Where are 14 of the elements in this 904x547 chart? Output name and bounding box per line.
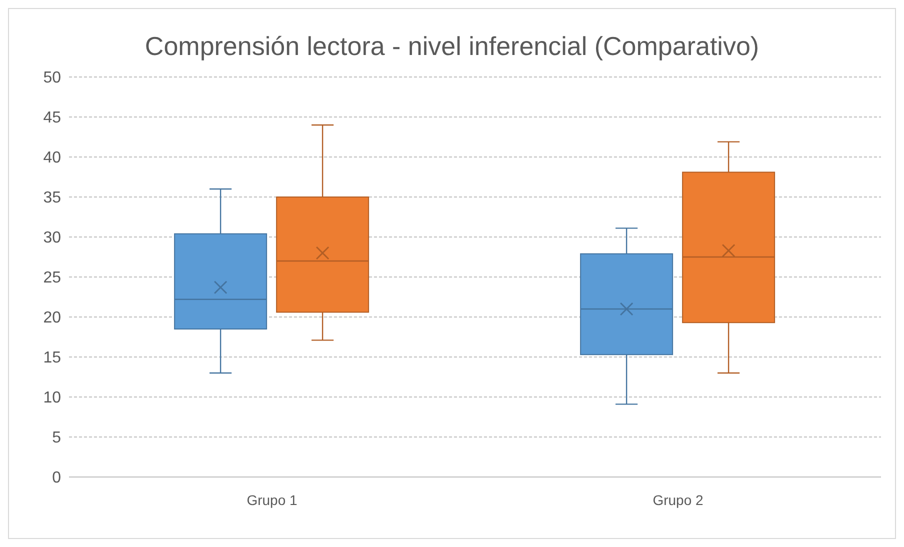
y-tick-label: 35: [43, 190, 62, 207]
y-tick-label: 50: [43, 70, 62, 87]
y-tick-label: 10: [43, 390, 62, 407]
x-tick-label: Grupo 2: [652, 492, 704, 508]
x-tick-label: Grupo 1: [246, 492, 298, 508]
y-tick-label: 45: [43, 110, 62, 127]
y-tick-label: 20: [43, 310, 62, 327]
y-tick-label: 25: [43, 270, 62, 287]
y-tick-label: 5: [52, 430, 62, 447]
y-tick-label: 0: [52, 470, 62, 487]
y-tick-label: 30: [43, 230, 62, 247]
y-tick-label: 15: [43, 350, 62, 367]
chart-title: Comprensión lectora - nivel inferencial (Comparativo): [144, 30, 760, 61]
y-tick-label: 40: [43, 150, 62, 167]
